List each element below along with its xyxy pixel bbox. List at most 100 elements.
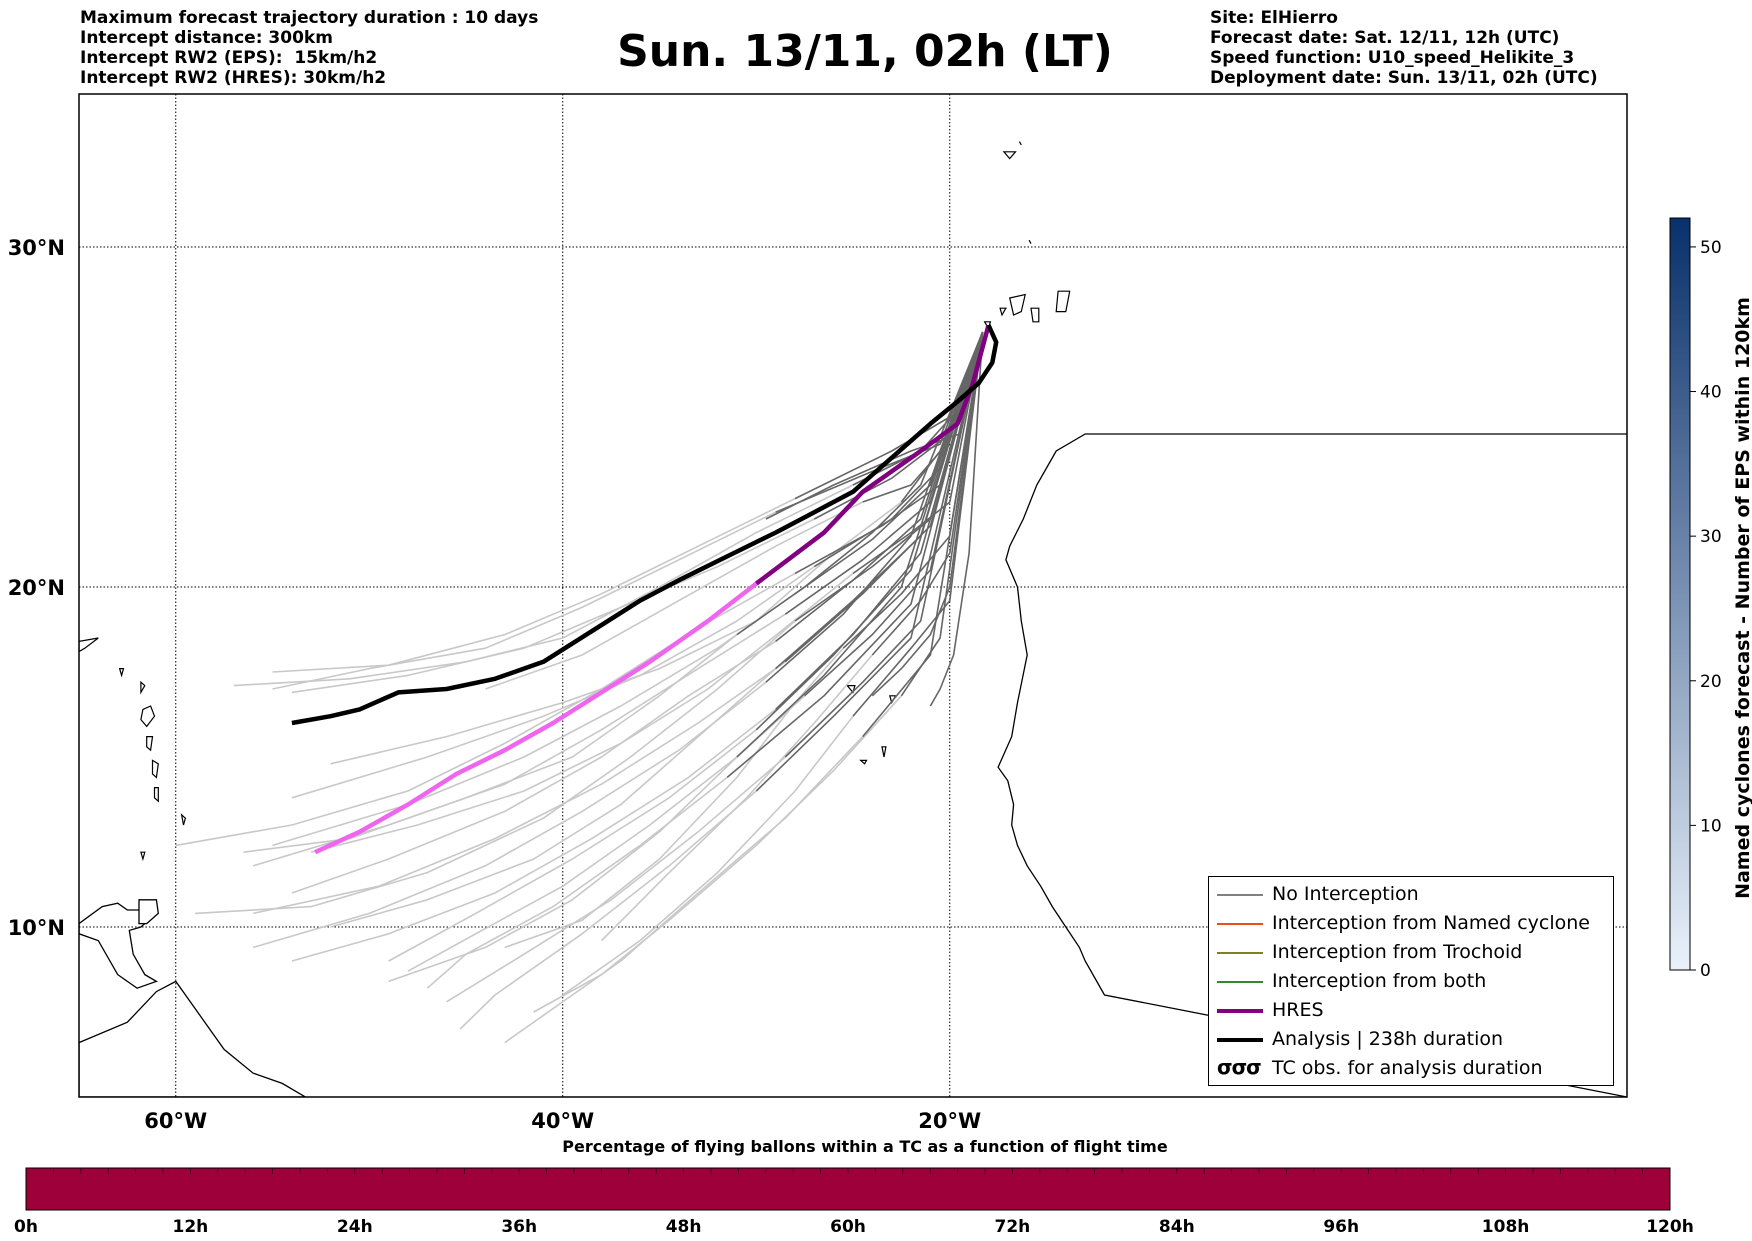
- eps-track-early: [852, 331, 984, 717]
- header-right-info: Site: ElHierro Forecast date: Sat. 12/11…: [1210, 8, 1598, 88]
- eps-track-late: [291, 640, 777, 894]
- legend-item: Interception from Trochoid: [1209, 939, 1613, 968]
- eps-track-late: [291, 565, 815, 799]
- eps-track-late: [504, 647, 844, 949]
- eps-track-late: [233, 484, 854, 687]
- eps-track-early: [900, 331, 984, 697]
- eps-track-early: [726, 331, 984, 779]
- eps-track-late: [272, 511, 776, 690]
- island: [881, 746, 887, 758]
- island: [0, 845, 4, 859]
- legend-swatch: [1217, 947, 1263, 959]
- colorbar-tick-label: 40: [1700, 383, 1722, 403]
- deployment-date-text: Deployment date: Sun. 13/11, 02h (UTC): [1210, 68, 1598, 88]
- speed-function-text: Speed function: U10_speed_Helikite_3: [1210, 48, 1575, 68]
- island: [1055, 290, 1071, 313]
- land-polygon: [79, 902, 158, 989]
- eps-track-late: [175, 572, 796, 847]
- eps-track-early: [842, 331, 984, 649]
- eps-track-early: [775, 331, 984, 670]
- legend: No Interception Interception from Named c…: [1208, 876, 1614, 1086]
- latitude-label: 20°N: [8, 576, 65, 600]
- eps-track-late: [407, 756, 738, 972]
- forecast-date-text: Forecast date: Sat. 12/11, 12h (UTC): [1210, 28, 1560, 48]
- longitude-label: 20°W: [918, 1109, 981, 1133]
- eps-track-early: [804, 331, 984, 697]
- land-polygon: [79, 980, 307, 1097]
- colorbar-tick-label: 50: [1700, 238, 1722, 258]
- eps-track-late: [330, 667, 777, 928]
- hres-track-late: [314, 581, 758, 855]
- percentage-bar-title: Percentage of flying ballons within a TC…: [562, 1137, 1168, 1156]
- longitude-label: 60°W: [144, 1109, 207, 1133]
- eps-track-early: [755, 331, 984, 792]
- eps-track-late: [253, 661, 786, 915]
- latitude-label: 30°N: [8, 236, 65, 260]
- island: [1002, 151, 1017, 160]
- trajectories: [175, 324, 999, 1044]
- map-frame: [78, 93, 1628, 1098]
- legend-item: Analysis | 238h duration: [1209, 1026, 1613, 1055]
- legend-label: Interception from Named cyclone: [1272, 912, 1590, 934]
- legend-label: Interception from both: [1272, 970, 1487, 992]
- analysis-track: [291, 324, 999, 726]
- legend-swatch: [1217, 918, 1263, 930]
- eps-track-late: [252, 613, 786, 867]
- colorbar-title: Named cyclones forecast - Number of EPS …: [1732, 297, 1752, 899]
- colorbar-tick-label: 0: [1700, 961, 1711, 981]
- colorbar-tick-label: 30: [1700, 527, 1722, 547]
- max-duration-text: Maximum forecast trajectory duration : 1…: [80, 8, 539, 28]
- legend-item: HRES: [1209, 997, 1613, 1026]
- eps-track-late: [562, 715, 854, 996]
- eps-track-late: [252, 681, 767, 949]
- colorbar: [1669, 217, 1691, 971]
- eps-track-early: [784, 331, 984, 663]
- eps-track-late: [243, 633, 738, 853]
- legend-label: Analysis | 238h duration: [1272, 1028, 1504, 1050]
- island: [180, 813, 187, 826]
- eps-track-early: [929, 331, 984, 707]
- tc-obs-icon: σσσ: [1217, 1055, 1262, 1079]
- colorbar-ticks: 0 10 20 30 40 50: [1690, 238, 1722, 981]
- eps-track-late: [600, 654, 873, 942]
- axis-labels: 30°N 20°N 10°N 60°W 40°W 20°W: [8, 236, 982, 1133]
- island: [118, 667, 125, 678]
- legend-item: Interception from Named cyclone: [1209, 910, 1613, 939]
- island: [999, 307, 1007, 317]
- header-left-info: Maximum forecast trajectory duration : 1…: [80, 8, 538, 88]
- legend-swatch: [1217, 1005, 1263, 1017]
- island: [859, 759, 868, 765]
- colorbar-tick-label: 10: [1700, 816, 1722, 836]
- legend-swatch: [1217, 976, 1263, 988]
- island: [1018, 141, 1022, 146]
- eps-track-early: [736, 331, 984, 758]
- legend-swatch: [1217, 1034, 1263, 1046]
- eps-track-late: [459, 790, 757, 1030]
- eps-track-early: [775, 331, 984, 513]
- legend-item: No Interception: [1209, 881, 1613, 910]
- eps-track-late: [311, 572, 854, 853]
- eps-track-late: [388, 729, 757, 962]
- hres-track-early: [754, 324, 991, 586]
- legend-item: Interception from both: [1209, 968, 1613, 997]
- legend-label: No Interception: [1272, 883, 1419, 905]
- page-title: Sun. 13/11, 02h (LT): [617, 26, 1113, 77]
- rw2-hres-text: Intercept RW2 (HRES): 30km/h2: [80, 68, 387, 88]
- eps-track-early: [852, 331, 984, 575]
- eps-track-late: [388, 695, 806, 983]
- eps-track-late: [504, 736, 864, 1044]
- eps-track-late: [195, 620, 796, 915]
- eps-track-late: [291, 518, 815, 694]
- eps-track-late: [291, 708, 777, 962]
- island: [146, 735, 154, 752]
- eps-track-early: [871, 331, 984, 656]
- site-text: Site: ElHierro: [1210, 8, 1338, 28]
- island: [1008, 293, 1026, 316]
- island: [140, 705, 156, 728]
- colorbar-tick-label: 20: [1700, 672, 1722, 692]
- island: [140, 851, 146, 862]
- land-polygon: [138, 899, 159, 925]
- rw2-eps-text: Intercept RW2 (EPS): 15km/h2: [80, 48, 378, 68]
- eps-track-late: [485, 501, 864, 690]
- longitude-label: 40°W: [531, 1109, 594, 1133]
